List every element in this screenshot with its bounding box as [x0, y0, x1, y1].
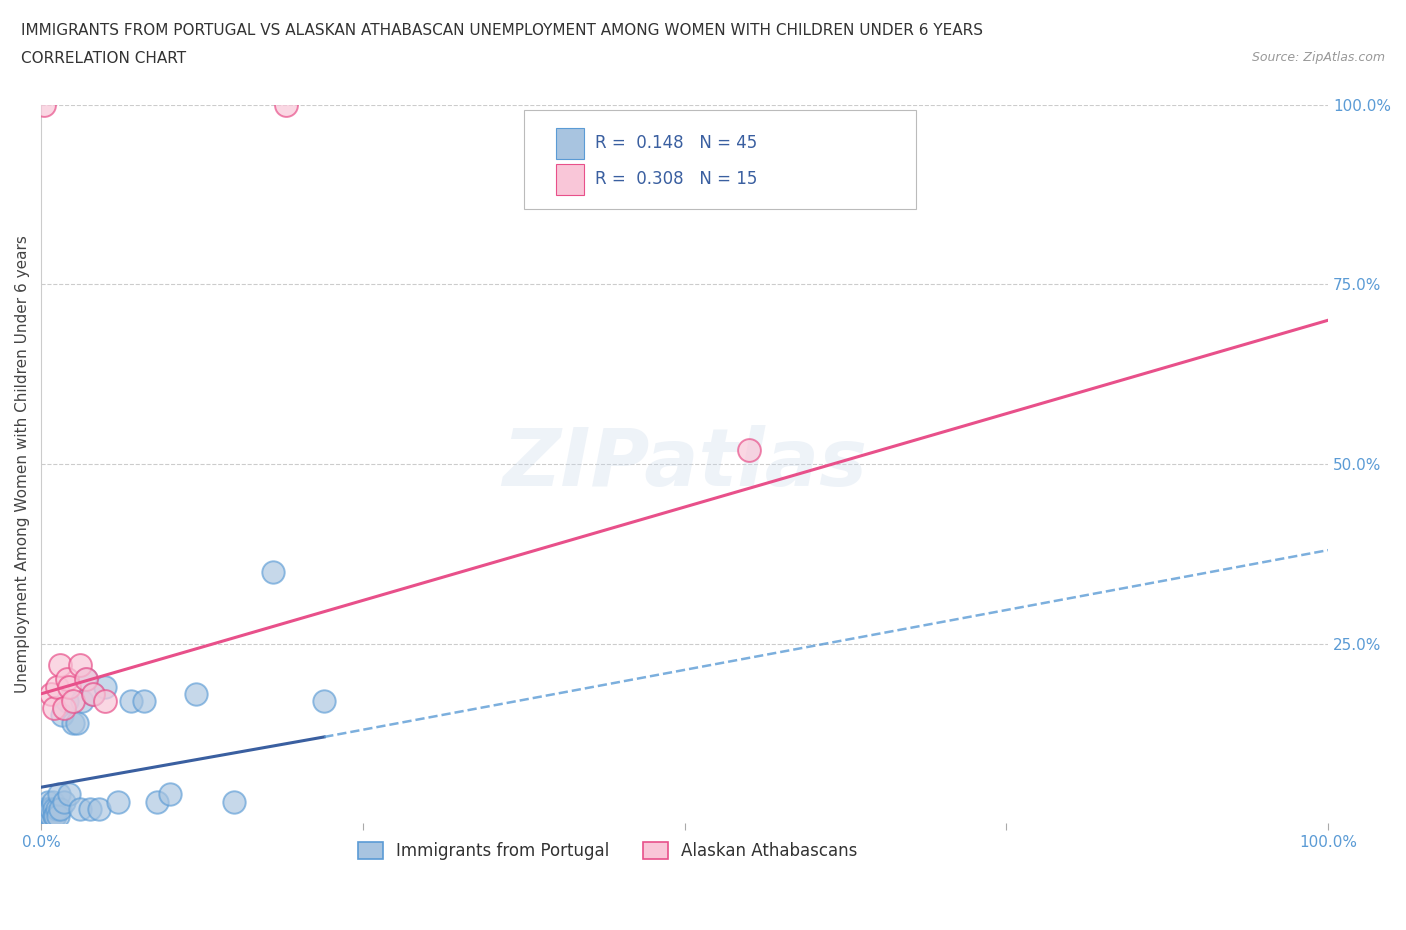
Text: ZIPatlas: ZIPatlas [502, 425, 868, 503]
Point [159, 787, 181, 802]
Point [62, 694, 84, 709]
Point [62, 715, 84, 730]
Point [120, 694, 142, 709]
Point [42, 808, 65, 823]
Point [58, 679, 80, 694]
Point [146, 794, 169, 809]
Text: IMMIGRANTS FROM PORTUGAL VS ALASKAN ATHABASCAN UNEMPLOYMENT AMONG WOMEN WITH CHI: IMMIGRANTS FROM PORTUGAL VS ALASKAN ATHA… [21, 23, 983, 38]
Point [37, 794, 59, 809]
Point [82, 686, 104, 701]
Point [314, 694, 336, 709]
Point [274, 98, 297, 113]
Bar [555, 128, 585, 159]
Point [82, 686, 104, 701]
Point [42, 802, 65, 817]
Text: R =  0.148   N = 45: R = 0.148 N = 45 [595, 135, 756, 153]
Point [45, 802, 67, 817]
Point [44, 808, 66, 823]
Point [69, 658, 91, 672]
Point [69, 802, 91, 817]
Point [262, 565, 284, 579]
Point [48, 787, 70, 802]
Point [41, 794, 63, 809]
Point [38, 808, 60, 823]
Text: CORRELATION CHART: CORRELATION CHART [21, 51, 186, 66]
Point [51, 708, 73, 723]
Point [132, 694, 155, 709]
Point [75, 672, 97, 687]
Point [224, 794, 246, 809]
Point [107, 794, 129, 809]
Point [58, 787, 80, 802]
Point [46, 808, 69, 823]
Point [38, 802, 60, 817]
FancyBboxPatch shape [524, 110, 917, 209]
Point [49, 802, 72, 817]
Text: R =  0.308   N = 15: R = 0.308 N = 15 [595, 170, 756, 189]
Point [738, 442, 761, 457]
Point [49, 658, 72, 672]
Point [53, 700, 76, 715]
Point [94, 679, 117, 694]
Point [45, 679, 67, 694]
Point [41, 802, 63, 817]
Point [39, 808, 62, 823]
Point [66, 715, 89, 730]
Point [34, 808, 56, 823]
Point [32, 808, 55, 823]
Point [42, 700, 65, 715]
Y-axis label: Unemployment Among Women with Children Under 6 years: Unemployment Among Women with Children U… [15, 235, 30, 693]
Point [34, 802, 56, 817]
Point [53, 794, 76, 809]
Point [31, 808, 53, 823]
Bar [555, 165, 585, 194]
Point [35, 808, 58, 823]
Point [184, 686, 207, 701]
Point [72, 694, 94, 709]
Point [56, 694, 79, 709]
Point [32, 98, 55, 113]
Point [32, 802, 55, 817]
Point [79, 802, 101, 817]
Point [87, 802, 110, 817]
Point [37, 808, 59, 823]
Legend: Immigrants from Portugal, Alaskan Athabascans: Immigrants from Portugal, Alaskan Athaba… [349, 834, 866, 869]
Point [75, 672, 97, 687]
Text: Source: ZipAtlas.com: Source: ZipAtlas.com [1251, 51, 1385, 64]
Point [41, 686, 63, 701]
Point [56, 672, 79, 687]
Point [94, 694, 117, 709]
Point [41, 808, 63, 823]
Point [39, 802, 62, 817]
Point [35, 802, 58, 817]
